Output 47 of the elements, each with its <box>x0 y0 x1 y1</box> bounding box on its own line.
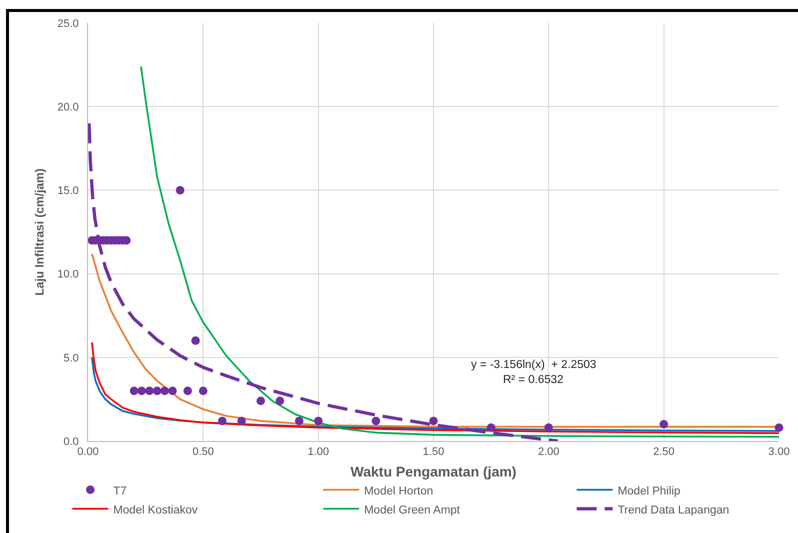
annotation: R² = 0.6532 <box>503 374 564 386</box>
point <box>294 416 304 426</box>
point <box>198 386 208 396</box>
point <box>152 386 162 396</box>
y-tick-label: 20.0 <box>57 101 79 114</box>
x-tick-label: 3.00 <box>768 446 790 458</box>
point <box>145 386 154 396</box>
point <box>183 386 192 396</box>
point <box>168 386 177 396</box>
point <box>544 423 553 432</box>
x-tick-label: 1.00 <box>308 446 330 458</box>
point <box>774 423 784 432</box>
y-tick-label: 0.0 <box>64 436 79 448</box>
point <box>176 186 184 194</box>
line-series <box>91 341 779 434</box>
point <box>372 416 380 426</box>
legend-label: Model Green Ampt <box>364 504 461 516</box>
point <box>486 423 496 432</box>
point <box>137 386 146 396</box>
x-tick-label: 0.50 <box>192 446 214 458</box>
y-tick-label: 25.0 <box>57 18 79 30</box>
legend-label: Model Philip <box>618 485 680 498</box>
x-tick-label: 2.50 <box>653 446 675 458</box>
legend-label: T7 <box>113 485 127 498</box>
point <box>256 396 265 406</box>
y-tick-label: 15.0 <box>57 185 79 198</box>
annotation: y = -3.156ln(x) + 2.2503 <box>471 359 596 371</box>
legend-label: Model Horton <box>364 485 434 498</box>
line-series <box>140 66 779 438</box>
y-axis-title: Laju Infiltrasi (cm/jam) <box>32 168 47 296</box>
y-tick-label: 10.0 <box>57 268 79 281</box>
point <box>314 416 323 426</box>
legend-label: Trend Data Lapangan <box>618 504 730 516</box>
point <box>660 420 668 429</box>
point <box>237 416 246 426</box>
x-tick-label: 1.50 <box>422 446 444 458</box>
legend-label: Model Kostiakov <box>113 504 198 516</box>
point <box>218 416 227 426</box>
point <box>276 396 284 406</box>
x-tick-label: 0.00 <box>77 446 99 458</box>
point <box>429 416 438 426</box>
x-axis-title: Waktu Pengamatan (jam) <box>350 464 516 480</box>
y-tick-label: 5.0 <box>64 352 79 364</box>
point <box>160 386 169 396</box>
point <box>130 386 138 396</box>
point <box>191 336 200 345</box>
x-tick-label: 2.00 <box>538 446 560 458</box>
